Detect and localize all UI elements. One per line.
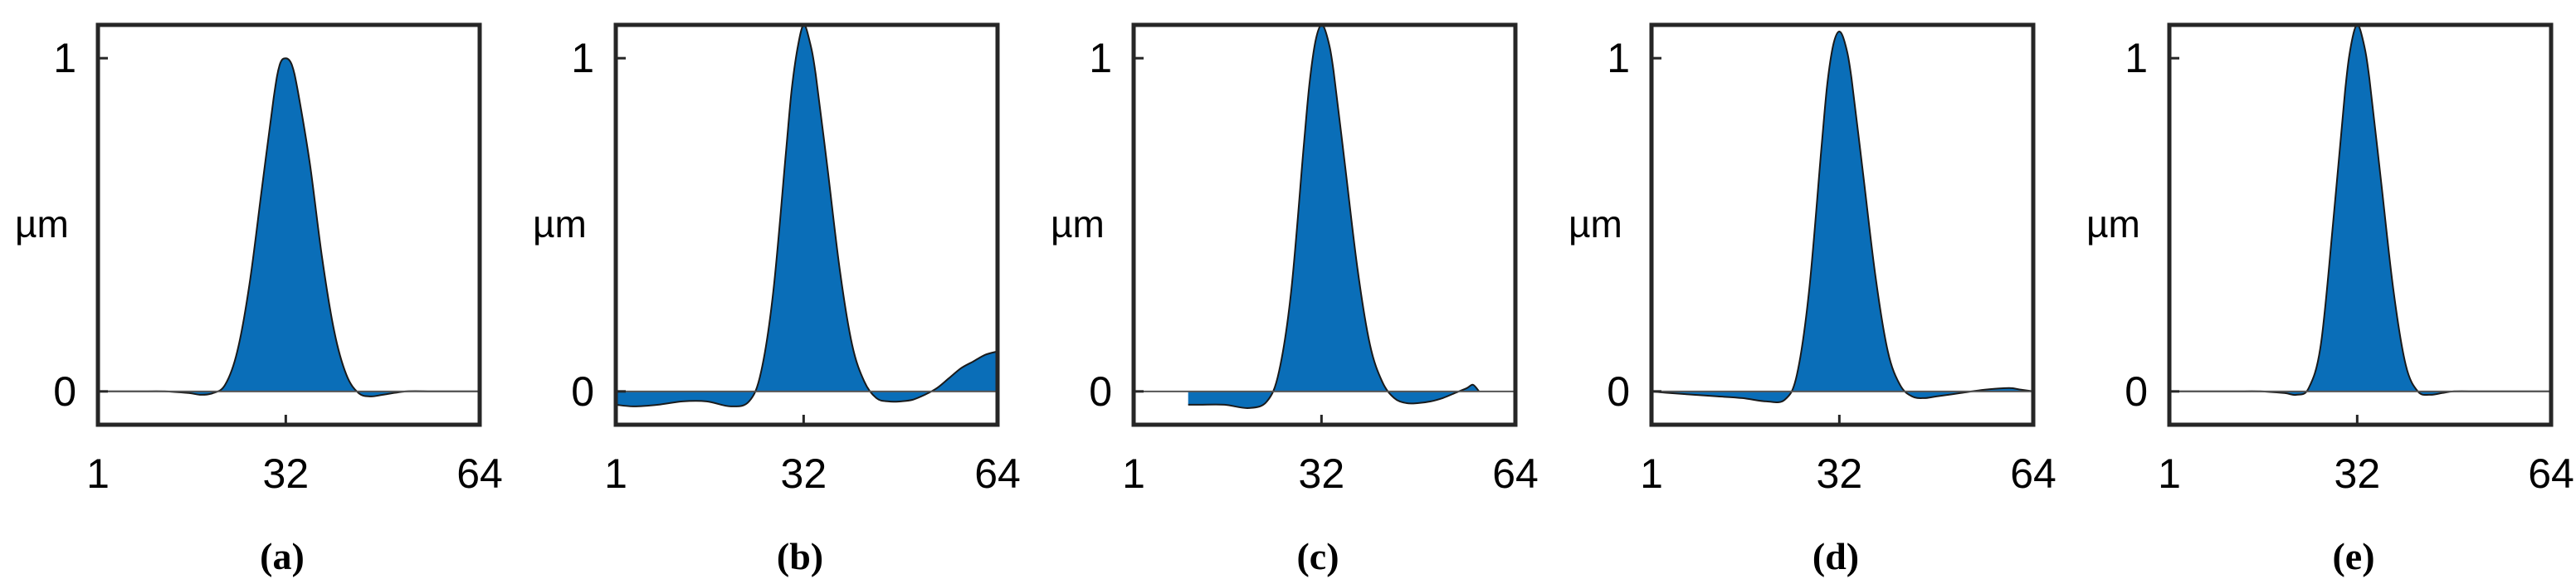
y-axis-label: µm [15,202,69,246]
profile-area [616,25,998,406]
axes-frame [95,22,482,427]
profile-area [1188,25,1480,408]
profile-area [1651,32,2033,403]
x-tick-label: 1 [1122,450,1145,497]
x-tick-label: 32 [1299,450,1345,497]
x-tick-label: 32 [263,450,310,497]
profile-line [616,25,998,407]
y-tick-label: 0 [1607,368,1630,415]
y-tick-label: 0 [1089,368,1112,415]
x-tick-label: 1 [86,450,110,497]
x-tick-label: 64 [1492,450,1539,497]
y-tick-label: 0 [571,368,594,415]
axes-frame [1131,22,1518,427]
x-tick-label: 1 [2158,450,2181,497]
plot-area [1134,25,1515,409]
y-axis-label: µm [2086,202,2140,246]
plot-area [2169,25,2551,397]
axes-frame [1649,22,2036,427]
y-axis-label: µm [533,202,587,246]
x-tick-label: 32 [781,450,827,497]
panel-caption: (d) [1812,535,1859,577]
plot-area [1651,30,2033,403]
x-tick-label: 64 [974,450,1021,497]
y-tick-label: 1 [1607,35,1630,81]
x-tick-label: 1 [1640,450,1663,497]
plot-area [98,57,480,397]
axes-frame [613,22,1000,427]
panel-caption: (e) [2332,535,2374,577]
y-tick-label: 0 [2125,368,2148,415]
y-tick-label: 1 [53,35,76,81]
panel-caption: (b) [777,535,823,577]
y-tick-label: 1 [1089,35,1112,81]
x-tick-label: 32 [2334,450,2381,497]
profile-line [1651,30,2033,403]
profile-area [98,58,480,397]
axes-frame [2167,22,2554,427]
y-tick-label: 1 [2125,35,2148,81]
y-tick-label: 1 [571,35,594,81]
y-axis-label: µm [1569,202,1622,246]
x-tick-label: 64 [456,450,503,497]
y-tick-label: 0 [53,368,76,415]
x-tick-label: 32 [1817,450,1863,497]
plot-area [616,25,998,407]
panel-caption: (a) [260,535,305,577]
y-axis-label: µm [1051,202,1105,246]
x-tick-label: 64 [2010,450,2056,497]
profile-line [98,57,480,397]
x-tick-label: 64 [2528,450,2574,497]
panel-caption: (c) [1296,535,1339,577]
profile-area [2169,25,2551,396]
x-tick-label: 1 [604,450,627,497]
